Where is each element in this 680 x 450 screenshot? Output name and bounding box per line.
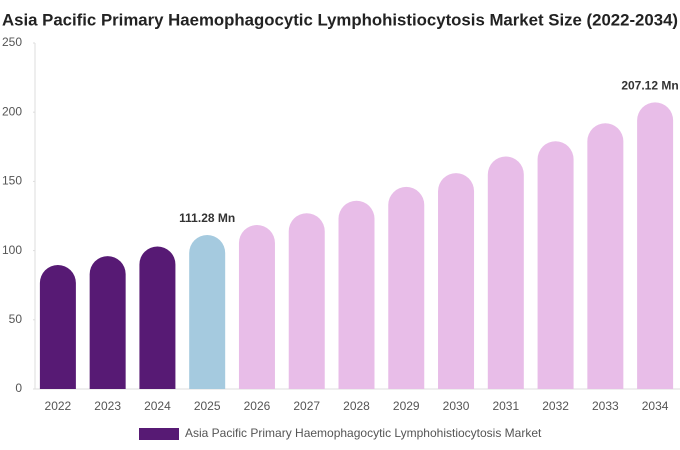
x-tick-label: 2029 — [393, 399, 420, 413]
bar — [587, 123, 624, 389]
y-tick-label: 50 — [9, 312, 23, 326]
x-tick-label: 2024 — [144, 399, 171, 413]
value-label: 207.12 Mn — [621, 79, 678, 93]
y-tick-label: 100 — [2, 243, 22, 257]
bar — [487, 156, 524, 389]
x-tick-label: 2028 — [343, 399, 370, 413]
bar — [238, 224, 275, 389]
x-tick-label: 2025 — [194, 399, 221, 413]
bar — [338, 200, 375, 389]
x-tick-label: 2033 — [592, 399, 619, 413]
y-tick-label: 0 — [15, 381, 22, 395]
bar — [189, 234, 226, 389]
bar — [288, 213, 325, 389]
bar — [39, 265, 76, 389]
x-tick-label: 2031 — [492, 399, 519, 413]
y-tick-label: 250 — [2, 35, 22, 49]
bar — [388, 186, 425, 389]
x-tick-label: 2027 — [293, 399, 320, 413]
legend-swatch — [139, 428, 179, 440]
bar — [438, 173, 475, 389]
bar — [89, 256, 126, 389]
x-tick-label: 2026 — [244, 399, 271, 413]
y-tick-label: 150 — [2, 174, 22, 188]
legend-label: Asia Pacific Primary Haemophagocytic Lym… — [185, 426, 542, 440]
value-label: 111.28 Mn — [179, 211, 235, 225]
x-tick-label: 2030 — [443, 399, 470, 413]
bar — [537, 141, 574, 389]
x-tick-label: 2023 — [94, 399, 121, 413]
x-tick-label: 2022 — [45, 399, 72, 413]
bar — [139, 246, 176, 389]
x-tick-label: 2034 — [642, 399, 669, 413]
chart-title: Asia Pacific Primary Haemophagocytic Lym… — [2, 10, 678, 29]
y-tick-label: 200 — [2, 104, 22, 118]
bar — [637, 102, 674, 389]
x-tick-label: 2032 — [542, 399, 569, 413]
